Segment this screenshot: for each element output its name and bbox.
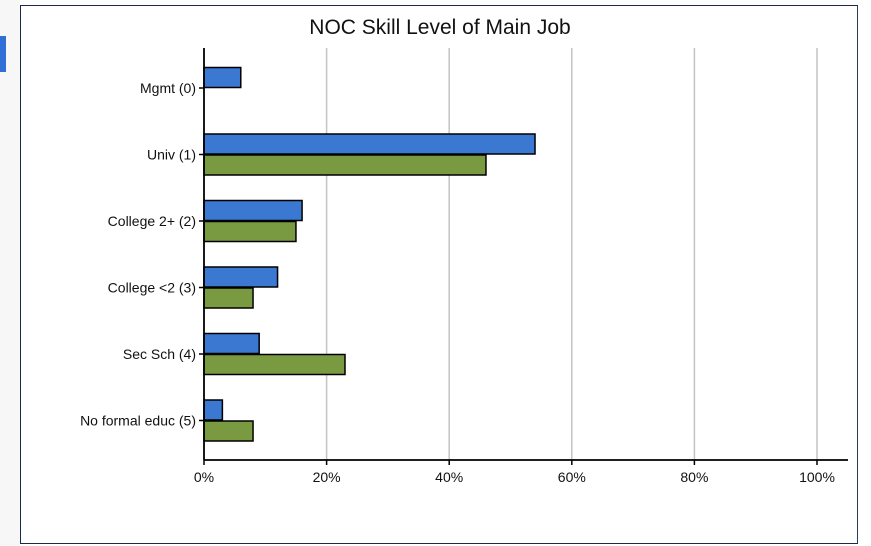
x-tick-label: 20% <box>313 469 341 485</box>
bar-series-1-4 <box>203 332 260 355</box>
bar-series-1-5 <box>203 399 224 421</box>
bar-series-2-2 <box>203 220 297 243</box>
bar-series-2-4 <box>203 353 346 376</box>
bar-series-2-3 <box>203 287 254 309</box>
bar-series-2-5 <box>203 420 254 442</box>
grid-lines <box>325 48 818 460</box>
x-tick-label: 100% <box>799 469 835 485</box>
bars <box>203 66 536 442</box>
left-panel-selection-marker <box>0 36 6 72</box>
labels: Mgmt (0) Univ (1) College 2+ (2) College <2… <box>80 80 835 485</box>
category-label: Mgmt (0) <box>140 80 196 96</box>
chart-title: NOC Skill Level of Main Job <box>309 16 570 39</box>
bar-series-1-2 <box>203 199 303 222</box>
category-label: College 2+ (2) <box>108 213 196 229</box>
x-tick-label: 60% <box>558 469 586 485</box>
bar-series-1-0 <box>203 66 242 89</box>
x-tick-label: 80% <box>680 469 708 485</box>
chart-frame <box>20 5 858 544</box>
bar-series-2-1 <box>203 154 487 176</box>
x-tick-label: 40% <box>435 469 463 485</box>
bar-series-1-1 <box>203 133 536 155</box>
category-label: Sec Sch (4) <box>123 346 196 362</box>
category-label: Univ (1) <box>147 147 196 163</box>
x-tick-label: 0% <box>194 469 214 485</box>
bar-series-1-3 <box>203 266 279 288</box>
category-label: No formal educ (5) <box>80 413 196 429</box>
left-panel-strip <box>0 0 20 546</box>
category-label: College <2 (3) <box>108 280 196 296</box>
axes <box>199 48 848 465</box>
